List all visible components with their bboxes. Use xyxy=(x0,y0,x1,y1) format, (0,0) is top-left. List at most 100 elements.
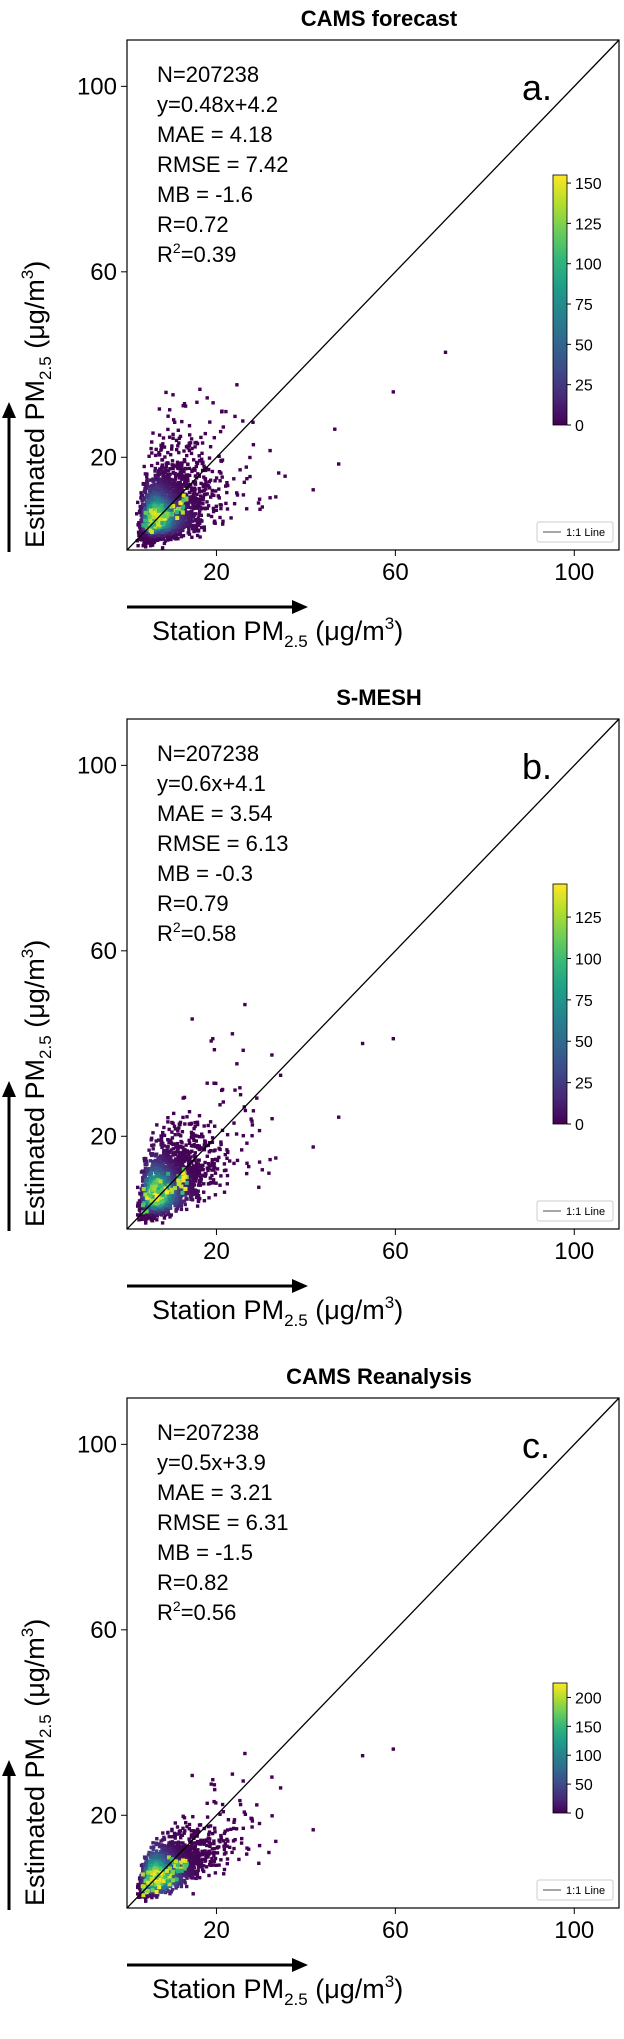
data-point xyxy=(171,470,176,475)
data-point xyxy=(203,1141,208,1145)
data-point xyxy=(245,1161,249,1165)
data-point xyxy=(208,1149,213,1153)
data-point xyxy=(195,1120,200,1124)
data-point xyxy=(163,504,168,508)
data-point xyxy=(179,461,183,465)
data-point xyxy=(185,1207,189,1212)
data-point xyxy=(163,528,167,532)
data-point xyxy=(197,1147,202,1151)
data-point xyxy=(158,1163,163,1167)
x-label-main: Station PM xyxy=(152,616,284,646)
data-point xyxy=(199,435,203,440)
data-point xyxy=(156,1173,161,1177)
data-point xyxy=(195,1144,200,1148)
data-point xyxy=(205,1154,209,1158)
data-point xyxy=(178,1204,182,1208)
data-point xyxy=(212,493,216,498)
data-point xyxy=(151,1214,155,1218)
data-point xyxy=(178,1190,182,1195)
data-point xyxy=(213,1193,218,1197)
data-point xyxy=(198,1165,203,1169)
chart-title: CAMS forecast xyxy=(301,6,458,31)
data-point xyxy=(173,1184,177,1188)
data-point xyxy=(184,1180,189,1185)
x-axis-arrow-head xyxy=(292,600,308,614)
data-point xyxy=(193,528,198,532)
data-point xyxy=(150,1153,154,1158)
data-point xyxy=(187,1163,192,1167)
data-point xyxy=(172,1171,176,1175)
data-point xyxy=(166,535,170,539)
data-point xyxy=(178,1161,182,1165)
data-point xyxy=(168,467,172,471)
data-point xyxy=(145,472,149,476)
data-point xyxy=(250,1123,255,1127)
data-point xyxy=(206,513,211,517)
data-point xyxy=(187,466,192,471)
data-point xyxy=(178,1163,182,1167)
x-label-unit: (μg/m xyxy=(308,616,385,646)
data-point xyxy=(168,408,172,412)
data-point xyxy=(197,490,202,494)
data-point xyxy=(170,484,175,489)
data-point xyxy=(169,1213,173,1217)
data-point xyxy=(165,1197,170,1202)
stat-line: N=207238 xyxy=(157,62,259,87)
data-point xyxy=(182,1181,186,1186)
data-point xyxy=(163,466,167,470)
data-point xyxy=(193,1124,197,1129)
data-point xyxy=(161,442,165,446)
data-point xyxy=(193,498,197,502)
data-point xyxy=(150,451,154,455)
data-point xyxy=(221,522,225,526)
data-point xyxy=(214,1157,218,1161)
data-point xyxy=(144,1219,148,1224)
data-point xyxy=(172,1159,177,1163)
data-point xyxy=(147,454,151,458)
data-point xyxy=(200,441,205,445)
data-point xyxy=(153,473,157,478)
data-point xyxy=(182,521,187,525)
x-axis-label: Station PM2.5 (μg/m3) xyxy=(152,614,403,651)
data-point xyxy=(197,474,202,478)
data-point xyxy=(143,1183,148,1187)
data-point xyxy=(167,501,171,506)
data-point xyxy=(224,1168,228,1172)
data-point xyxy=(187,443,192,447)
data-point xyxy=(251,1109,256,1113)
data-point xyxy=(202,1199,207,1203)
data-point xyxy=(179,1200,183,1204)
data-point xyxy=(151,515,156,520)
data-point xyxy=(186,1153,191,1157)
data-point xyxy=(175,1150,179,1154)
data-point xyxy=(185,453,189,458)
data-point xyxy=(189,1174,193,1178)
data-point xyxy=(161,476,165,480)
data-point xyxy=(137,537,141,541)
data-point xyxy=(173,1142,178,1146)
data-point xyxy=(183,506,187,511)
data-point xyxy=(192,491,197,495)
data-point xyxy=(235,1062,239,1066)
data-point xyxy=(137,1208,142,1212)
data-point xyxy=(166,461,170,465)
data-point xyxy=(150,512,155,516)
data-point xyxy=(202,525,206,529)
data-point xyxy=(210,1140,215,1144)
data-point xyxy=(210,1173,214,1178)
data-point xyxy=(160,465,164,469)
data-point xyxy=(391,1037,395,1041)
data-point xyxy=(187,528,191,533)
data-point xyxy=(150,1219,155,1223)
data-point xyxy=(153,534,157,539)
data-point xyxy=(234,1132,239,1136)
stat-line: MAE = 4.18 xyxy=(157,122,273,147)
data-point xyxy=(167,1162,171,1166)
data-point xyxy=(186,1160,191,1164)
data-point xyxy=(166,1153,170,1158)
data-point xyxy=(250,1134,254,1138)
data-point xyxy=(174,1209,178,1213)
data-point xyxy=(195,1174,200,1178)
stat-line: MB = -1.6 xyxy=(157,182,253,207)
data-point xyxy=(151,1191,155,1196)
